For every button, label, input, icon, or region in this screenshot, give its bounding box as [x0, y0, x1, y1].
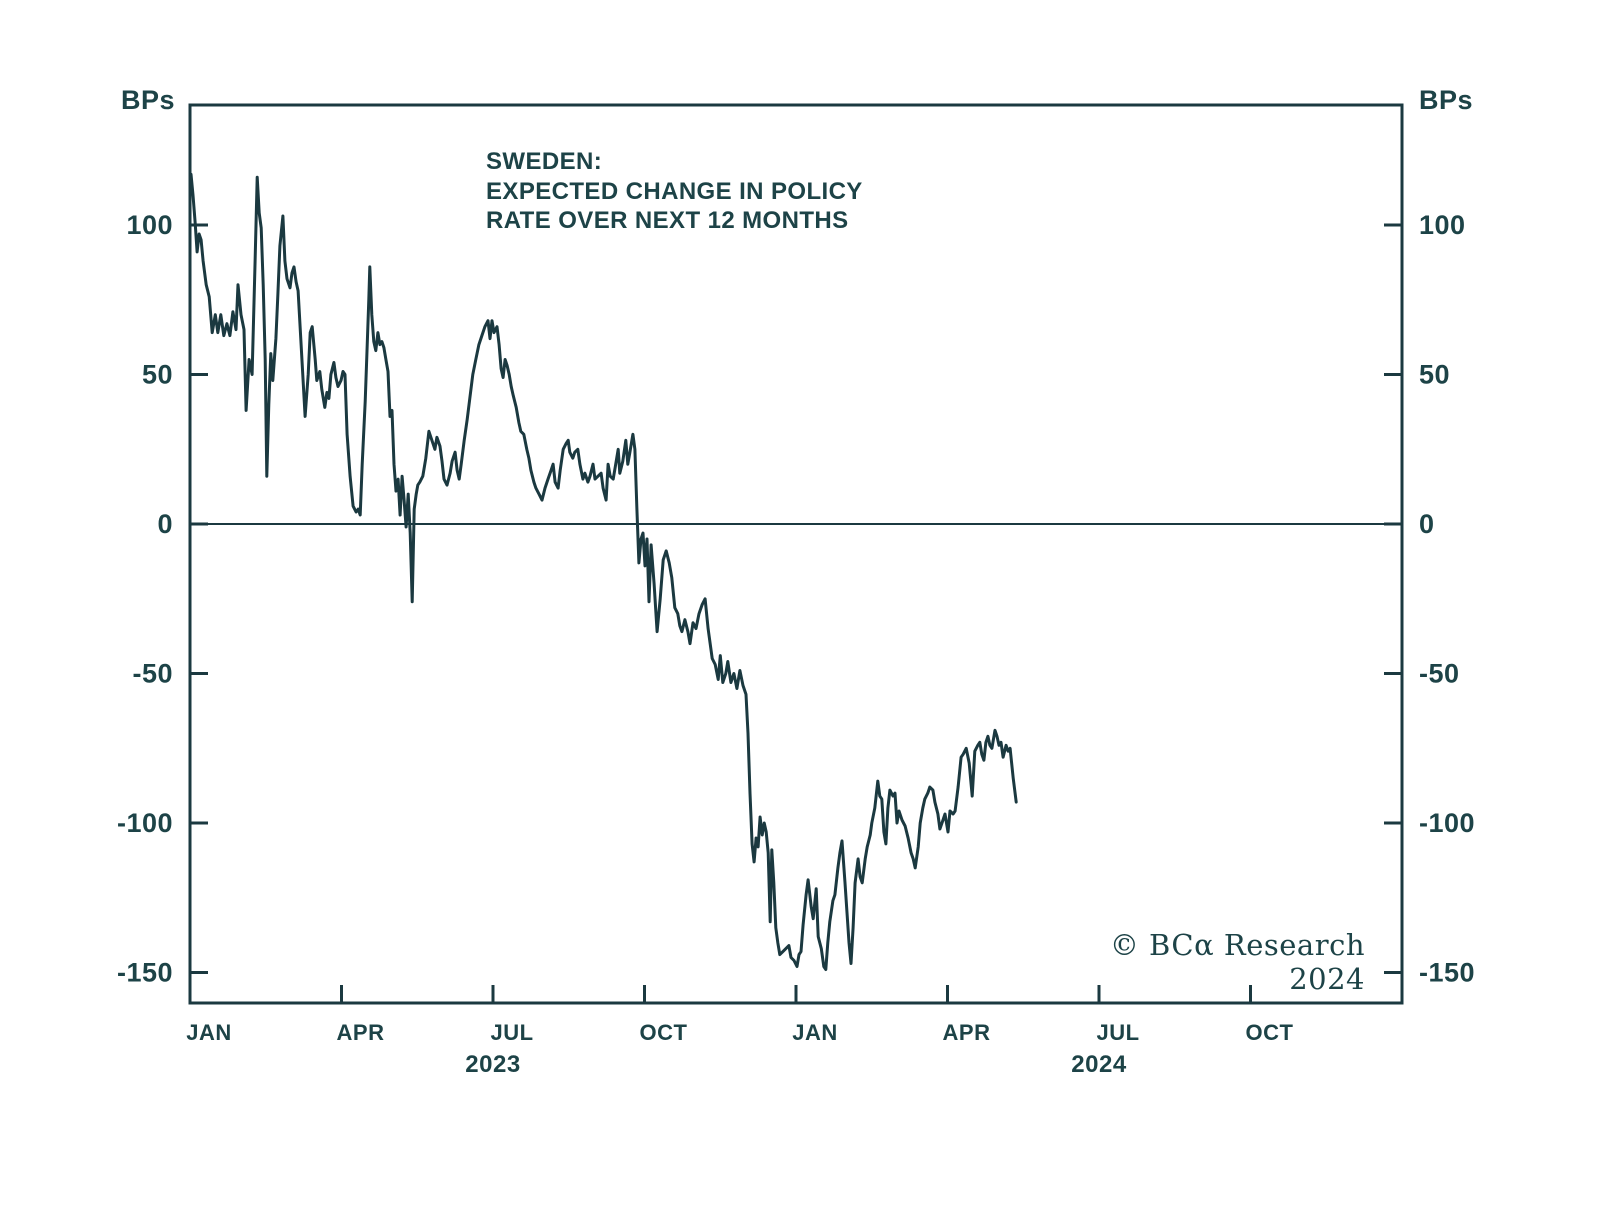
chart-title: SWEDEN: EXPECTED CHANGE IN POLICY RATE O… [486, 147, 863, 236]
chart-title-line-1: SWEDEN: [486, 148, 603, 175]
y-tick-label-left: -150 [117, 958, 173, 988]
y-tick-label-right: 100 [1419, 210, 1466, 240]
chart-title-line-3: RATE OVER NEXT 12 MONTHS [486, 207, 849, 234]
x-tick-label: OCT [1246, 1020, 1294, 1045]
policy-rate-line [188, 172, 1018, 971]
y-tick-label-right: -50 [1419, 659, 1460, 689]
y-tick-label-left: 50 [142, 360, 173, 390]
y-tick-label-left: 100 [126, 210, 173, 240]
plot-border [188, 103, 1404, 1005]
x-tick-label: APR [943, 1020, 991, 1045]
y-tick-label-right: 0 [1419, 509, 1435, 539]
x-tick-label: OCT [640, 1020, 688, 1045]
x-axis-year-label: 2024 [1071, 1051, 1127, 1078]
x-tick-label: JAN [186, 1020, 232, 1045]
y-tick-label-left: 0 [157, 509, 173, 539]
x-tick-label: JUL [490, 1020, 533, 1045]
y-tick-label-right: -100 [1419, 808, 1475, 838]
y-tick-label-left: -50 [132, 659, 173, 689]
y-tick-label-right: -150 [1419, 958, 1475, 988]
y-axis-unit-label-left: BPs [120, 85, 175, 115]
y-tick-label-right: 50 [1419, 360, 1450, 390]
chart-title-line-2: EXPECTED CHANGE IN POLICY [486, 177, 863, 205]
x-tick-label: JAN [792, 1020, 838, 1045]
x-axis-year-label: 2023 [465, 1051, 520, 1078]
y-axis-unit-label-right: BPs [1419, 85, 1474, 115]
x-tick-label: APR [337, 1020, 385, 1045]
bca-research-watermark: © BCα Research 2024 [1109, 928, 1365, 996]
x-tick-label: JUL [1096, 1020, 1139, 1045]
y-tick-label-left: -100 [117, 808, 173, 838]
